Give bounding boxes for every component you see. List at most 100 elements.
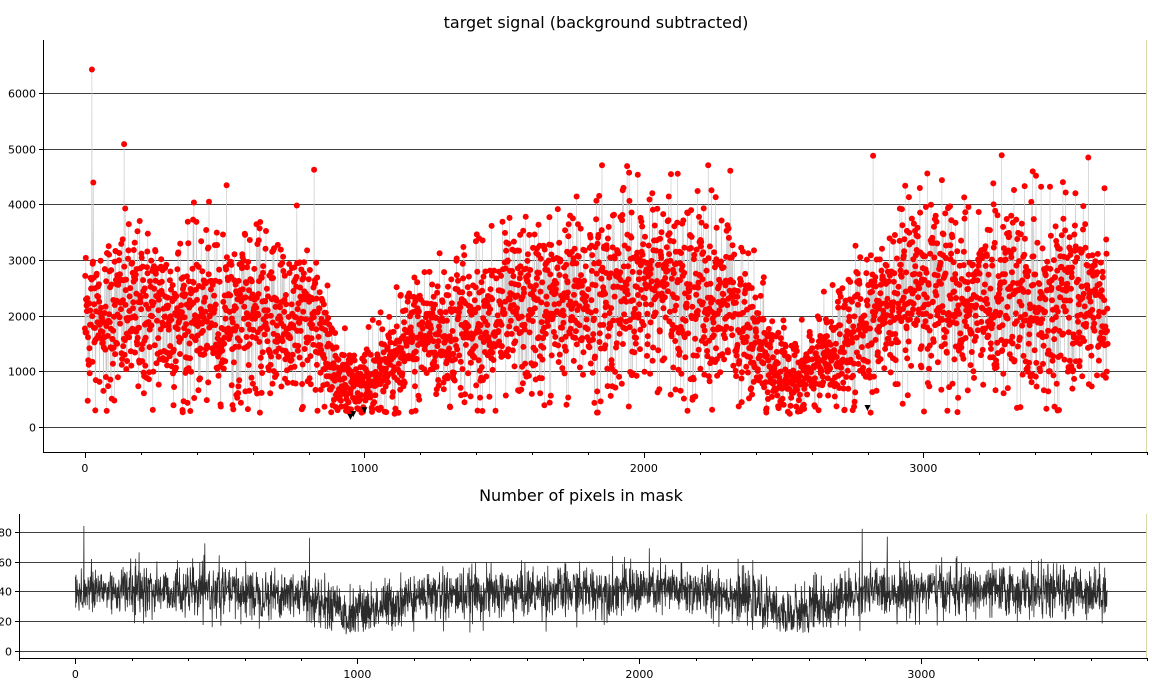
signal-point [367, 351, 374, 358]
signal-point [608, 361, 615, 368]
signal-point [313, 326, 320, 333]
signal-point [729, 242, 736, 249]
signal-point [457, 358, 464, 365]
x-tick-label: 3000 [909, 462, 937, 475]
signal-point [876, 256, 883, 263]
signal-point [92, 324, 98, 331]
signal-point [903, 325, 910, 332]
signal-point [1004, 303, 1011, 310]
signal-point [1016, 334, 1023, 341]
signal-point [947, 295, 954, 302]
signal-point [763, 352, 770, 359]
signal-point [170, 346, 177, 353]
signal-point [460, 275, 467, 282]
signal-point [681, 269, 688, 276]
signal-point [927, 313, 934, 320]
signal-point [565, 394, 572, 401]
signal-point [703, 316, 710, 323]
signal-point [517, 270, 524, 277]
signal-point [83, 329, 90, 336]
signal-point [971, 374, 977, 381]
signal-point [674, 170, 681, 177]
signal-point [556, 239, 563, 246]
signal-point [686, 281, 693, 288]
signal-point [1101, 185, 1108, 192]
signal-point [588, 297, 595, 304]
signal-point [729, 332, 736, 339]
signal-point [557, 256, 564, 263]
signal-point [634, 249, 641, 256]
signal-point [180, 282, 187, 289]
signal-point [412, 383, 418, 390]
signal-point [518, 386, 525, 393]
signal-point [110, 327, 117, 334]
signal-point [257, 219, 264, 225]
signal-point [109, 360, 116, 367]
signal-point [324, 282, 331, 289]
signal-point [597, 398, 604, 405]
signal-point [165, 326, 172, 333]
signal-point [501, 310, 508, 317]
signal-point [353, 366, 359, 373]
signal-point [1075, 318, 1081, 325]
signal-point [806, 331, 813, 338]
signal-point [132, 349, 138, 356]
signal-point [838, 370, 845, 377]
signal-point [690, 376, 697, 383]
signal-point [97, 309, 103, 316]
signal-point [646, 196, 653, 203]
signal-point [228, 382, 235, 389]
signal-point [153, 360, 160, 367]
signal-point [150, 299, 157, 306]
signal-point [703, 267, 710, 274]
signal-point [477, 394, 484, 401]
signal-point [100, 387, 107, 394]
signal-point [521, 289, 527, 296]
signal-point [1008, 254, 1015, 261]
signal-point [631, 349, 638, 356]
signal-point [435, 338, 442, 345]
signal-point [314, 274, 321, 281]
signal-point [604, 365, 611, 372]
signal-point [837, 293, 844, 300]
signal-point [998, 337, 1005, 343]
signal-point [705, 373, 712, 380]
signal-point [386, 334, 392, 341]
signal-point [1013, 318, 1020, 325]
signal-point [761, 384, 768, 391]
signal-point [419, 319, 426, 326]
signal-point [1068, 269, 1075, 276]
signal-point [976, 270, 983, 277]
signal-point [618, 316, 624, 323]
signal-point [846, 313, 853, 320]
signal-point [749, 391, 756, 398]
signal-point [588, 267, 595, 274]
signal-point [562, 333, 569, 340]
signal-point [287, 335, 294, 342]
signal-point [131, 239, 138, 246]
signal-point [538, 319, 545, 326]
signal-point [719, 351, 726, 358]
signal-point [994, 212, 1001, 219]
signal-point [1024, 273, 1031, 280]
signal-point [644, 352, 650, 359]
signal-point [242, 294, 249, 301]
signal-point [82, 254, 89, 261]
signal-point [1094, 250, 1101, 257]
signal-point [864, 297, 871, 304]
signal-point [450, 369, 457, 376]
signal-point [850, 328, 857, 335]
signal-point [531, 305, 538, 312]
signal-point [788, 394, 795, 401]
signal-point [809, 345, 816, 352]
signal-point [990, 201, 997, 208]
signal-point [351, 352, 358, 359]
signal-point [666, 251, 673, 258]
signal-point [616, 330, 623, 337]
signal-point [735, 403, 742, 410]
signal-point [937, 259, 944, 266]
signal-point [531, 231, 538, 238]
signal-point [264, 307, 271, 314]
signal-point [562, 347, 569, 354]
signal-point [998, 152, 1005, 159]
